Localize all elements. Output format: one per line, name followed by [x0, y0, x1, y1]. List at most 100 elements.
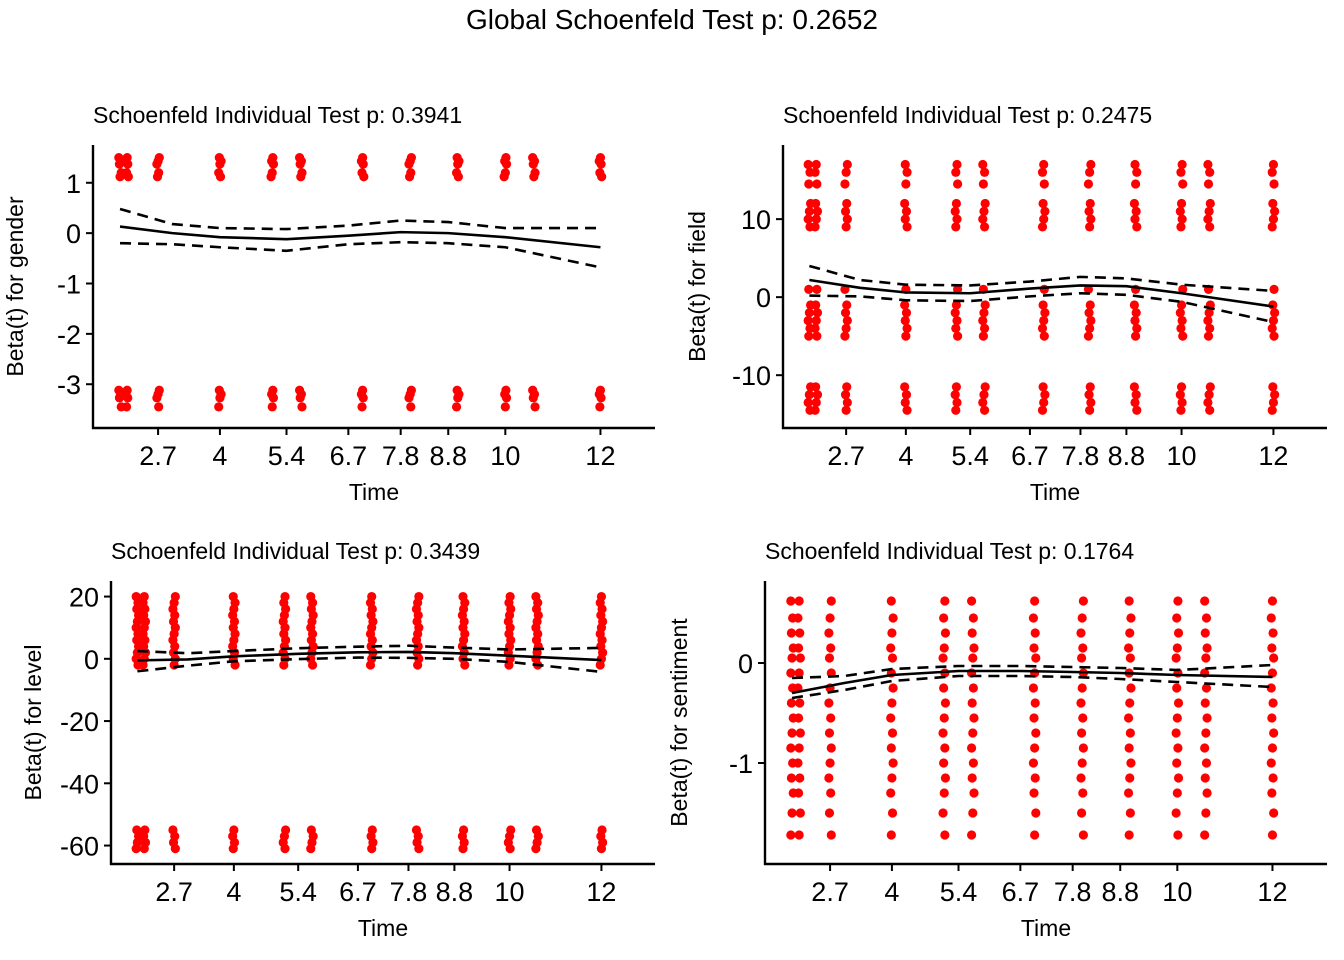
data-point — [978, 179, 988, 189]
data-point — [1083, 284, 1094, 294]
data-point — [900, 382, 910, 392]
data-point — [953, 331, 963, 341]
ci-lower-line — [809, 291, 1274, 324]
data-point — [139, 844, 149, 854]
y-tick-label: -10 — [732, 361, 771, 391]
data-point — [1200, 743, 1210, 753]
data-point — [1132, 405, 1142, 415]
data-point — [1175, 390, 1185, 400]
data-point — [902, 222, 912, 232]
data-point — [1269, 179, 1279, 189]
x-axis-label: Time — [1021, 915, 1071, 941]
x-tick-label: 4 — [884, 877, 899, 907]
y-tick-label: -1 — [57, 270, 81, 300]
data-point — [1201, 683, 1212, 693]
ci-lower-line — [120, 240, 601, 269]
data-point — [1171, 808, 1181, 818]
data-point — [1126, 758, 1136, 768]
data-point — [793, 613, 803, 623]
data-point — [1176, 198, 1187, 209]
data-point — [966, 596, 977, 606]
data-point — [825, 758, 835, 768]
y-axis-label: Beta(t) for sentiment — [666, 618, 692, 827]
data-point — [786, 698, 797, 708]
data-point — [803, 214, 813, 224]
data-point — [1030, 628, 1040, 638]
data-point — [138, 660, 148, 670]
data-point — [804, 390, 814, 400]
data-point — [840, 179, 850, 189]
data-point — [811, 300, 821, 310]
y-tick-label: 0 — [738, 649, 753, 679]
data-point — [1076, 653, 1087, 663]
data-point — [887, 773, 897, 783]
data-point — [902, 405, 912, 415]
x-tick-label: 12 — [1258, 441, 1288, 471]
data-point — [968, 808, 978, 818]
data-point — [1171, 728, 1181, 738]
data-point — [1173, 773, 1184, 783]
data-point — [795, 728, 805, 738]
data-point — [969, 788, 979, 798]
data-point — [1028, 758, 1039, 768]
data-point — [811, 382, 821, 392]
data-point — [803, 315, 813, 326]
data-point — [811, 397, 821, 408]
x-tick-label: 6.7 — [330, 441, 368, 471]
data-point — [900, 159, 910, 170]
data-point — [1123, 643, 1134, 653]
data-point — [1037, 323, 1048, 333]
data-point — [595, 402, 605, 412]
data-point — [1076, 808, 1087, 818]
data-point — [901, 390, 912, 400]
data-point — [280, 844, 290, 854]
y-tick-label: 0 — [756, 283, 771, 313]
ci-upper-line — [809, 264, 1274, 293]
data-points — [786, 596, 1279, 840]
data-point — [812, 284, 822, 294]
data-point — [1172, 613, 1182, 623]
data-point — [939, 788, 949, 798]
data-point — [794, 668, 804, 678]
data-point — [1171, 653, 1181, 663]
ci-upper-line — [119, 207, 601, 231]
data-point — [824, 628, 834, 638]
data-point — [1267, 713, 1277, 723]
data-point — [978, 159, 988, 170]
data-point — [940, 698, 951, 708]
data-point — [121, 402, 132, 412]
data-point — [888, 613, 898, 623]
data-point — [888, 683, 898, 693]
data-point — [967, 698, 977, 708]
data-point — [812, 206, 823, 216]
data-point — [886, 743, 896, 753]
data-point — [1076, 773, 1086, 783]
y-tick-label: 1 — [66, 169, 81, 199]
data-point — [1038, 300, 1048, 310]
data-point — [939, 643, 949, 653]
data-point — [1270, 308, 1280, 318]
data-point — [1176, 323, 1186, 333]
fit-line — [791, 669, 1273, 695]
data-point — [900, 214, 910, 224]
data-point — [940, 830, 950, 840]
data-point — [938, 653, 948, 663]
data-point — [793, 713, 804, 723]
x-tick-label: 8.8 — [1101, 877, 1139, 907]
x-tick-label: 4 — [226, 877, 241, 907]
fit-line — [137, 650, 602, 662]
data-point — [824, 808, 835, 818]
x-tick-label: 8.8 — [436, 877, 474, 907]
data-point — [967, 773, 977, 783]
data-point — [939, 613, 949, 623]
data-point — [786, 628, 797, 638]
data-point — [1078, 596, 1088, 606]
data-point — [886, 596, 896, 606]
data-point — [979, 390, 989, 400]
data-point — [501, 159, 512, 169]
data-point — [1203, 214, 1213, 224]
data-point — [887, 728, 898, 738]
data-point — [1125, 653, 1135, 663]
data-point — [1268, 628, 1278, 638]
data-point — [826, 596, 836, 606]
